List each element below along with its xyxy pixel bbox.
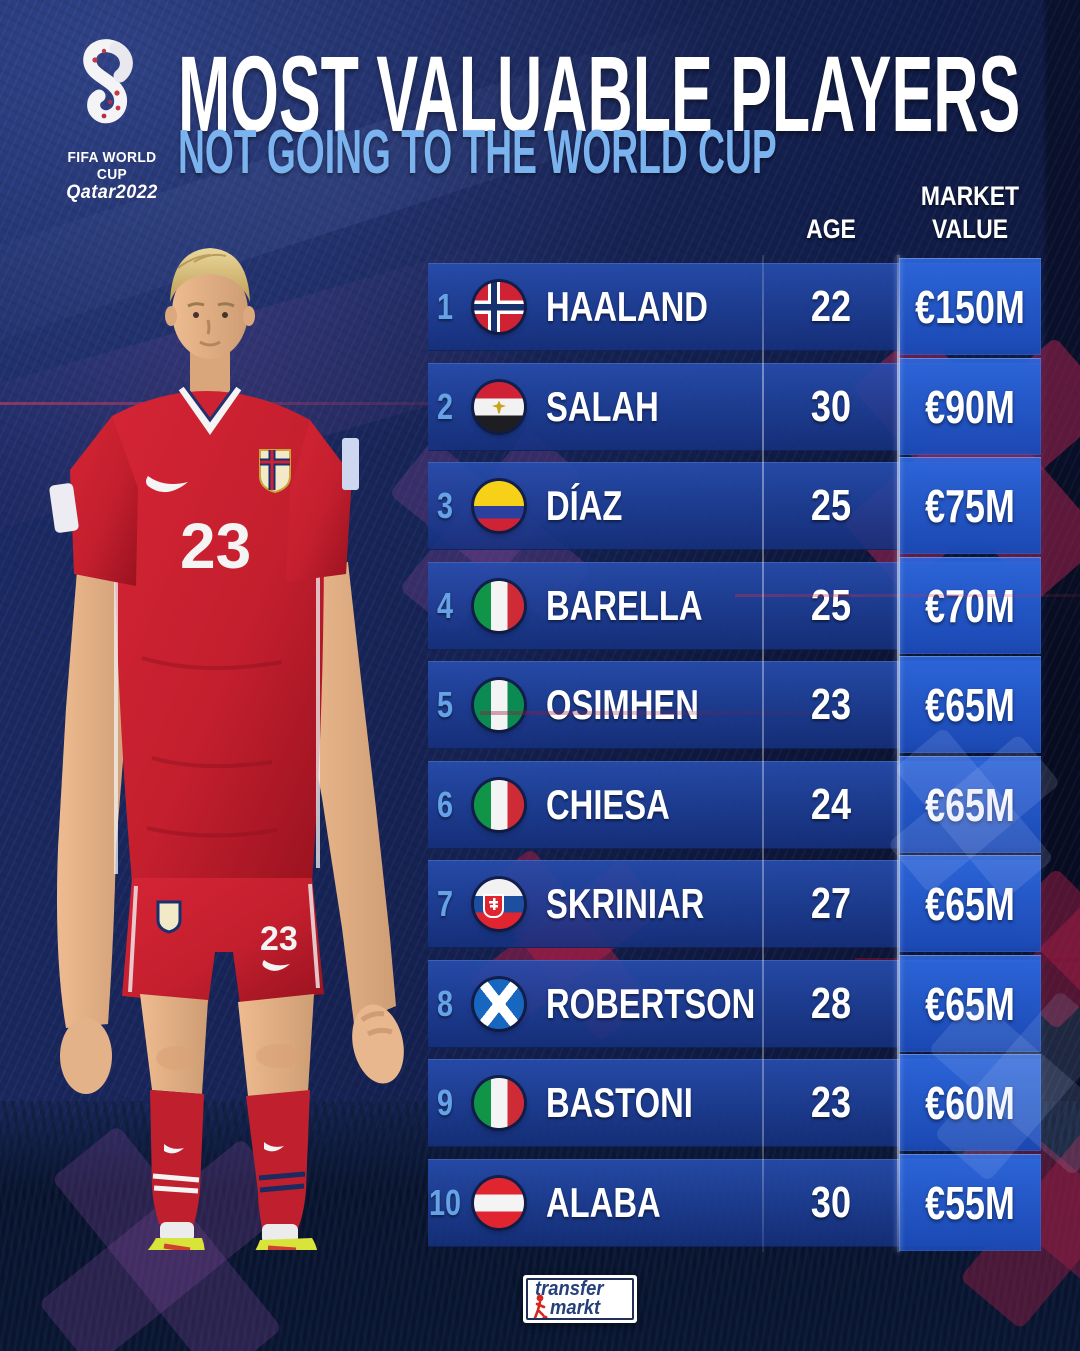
transfermarkt-logo-frame: transfer markt <box>526 1278 634 1320</box>
market-value: €70M <box>925 579 1015 632</box>
market-value-cell <box>899 954 1041 1052</box>
age-value: 28 <box>810 978 852 1028</box>
italy-flag-icon <box>474 1078 524 1128</box>
age-value: 30 <box>810 1177 852 1227</box>
market-value: €65M <box>925 977 1015 1030</box>
fifa-logo-line2: Qatar2022 <box>66 182 158 203</box>
rank-label: 4 <box>436 584 454 626</box>
market-value: €90M <box>925 380 1015 433</box>
player-name: DÍAZ <box>546 482 623 529</box>
table-row: 5 OSIMHEN 23 €65M <box>0 656 1080 756</box>
column-header-market-value: MARKET VALUE <box>905 180 1036 246</box>
table-row: 7 SKRINIAR 27 €65M <box>0 855 1080 955</box>
player-name: HAALAND <box>546 283 708 330</box>
table-row: 4 BARELLA 25 €70M <box>0 556 1080 657</box>
market-value-header-line1: MARKET <box>920 181 1020 211</box>
market-value-cell <box>899 755 1041 853</box>
rank-label: 1 <box>436 286 454 327</box>
market-value-cell <box>899 357 1041 455</box>
market-value-header-line2: VALUE <box>931 214 1009 244</box>
nigeria-flag-icon <box>474 680 524 730</box>
page-title: MOST VALUABLE PLAYERS <box>178 33 1021 154</box>
market-value: €55M <box>925 1176 1015 1229</box>
jersey-number: 23 <box>180 510 251 582</box>
shorts-number: 23 <box>260 920 298 958</box>
rank-label: 8 <box>436 982 454 1024</box>
rank-label: 6 <box>436 783 454 825</box>
table-row: 2 SALAH 30 €90M <box>0 357 1080 458</box>
colombia-flag-icon <box>474 481 524 531</box>
age-value: 24 <box>810 779 852 829</box>
market-value: €65M <box>925 778 1015 831</box>
player-name: BASTONI <box>546 1079 693 1126</box>
market-value-cell <box>899 855 1041 952</box>
rank-label: 5 <box>436 684 454 725</box>
age-value: 25 <box>810 580 852 630</box>
slovakia-flag-icon <box>474 879 524 929</box>
market-value-cell <box>899 556 1041 654</box>
age-value: 22 <box>810 282 852 331</box>
norway-flag-icon <box>474 282 524 332</box>
player-name: ROBERTSON <box>546 979 756 1027</box>
rank-label: 3 <box>436 485 454 526</box>
player-name: ALABA <box>546 1178 661 1226</box>
transfermarkt-logo: transfer markt <box>523 1275 637 1323</box>
table-row: 3 DÍAZ 25 €75M <box>0 457 1080 557</box>
fifa-logo-line1: FIFA WORLD CUP <box>67 149 157 183</box>
scotland-flag-icon <box>474 978 524 1029</box>
brand-word-markt: markt <box>550 1297 601 1319</box>
age-value: 27 <box>810 879 852 928</box>
haaland-photo: 23 23 <box>49 248 404 1250</box>
rank-label: 2 <box>436 385 454 427</box>
trophy-swirl-icon <box>83 39 133 124</box>
austria-flag-icon <box>474 1177 524 1228</box>
fifa-world-cup-logo: FIFA WORLD CUP Qatar2022 <box>50 38 174 204</box>
table-row: 6 CHIESA 24 €65M <box>0 755 1080 856</box>
player-name: OSIMHEN <box>546 681 699 728</box>
italy-flag-icon <box>474 779 524 830</box>
player-name: BARELLA <box>546 581 703 629</box>
page-subtitle: NOT GOING TO THE WORLD CUP <box>178 118 777 187</box>
player-name: SALAH <box>546 382 659 430</box>
market-value: €65M <box>925 878 1015 930</box>
market-value: €75M <box>925 480 1015 532</box>
market-value: €60M <box>925 1077 1015 1129</box>
market-value: €65M <box>925 679 1015 731</box>
age-value: 23 <box>810 1078 852 1127</box>
footballer-icon <box>533 1294 548 1318</box>
table-row: 8 ROBERTSON 28 €65M <box>0 954 1080 1055</box>
column-header-age: AGE <box>806 214 856 244</box>
player-name: CHIESA <box>546 780 670 828</box>
rank-label: 7 <box>436 883 454 924</box>
player-name: SKRINIAR <box>546 880 705 927</box>
age-value: 23 <box>810 680 852 729</box>
age-value: 30 <box>810 381 852 431</box>
market-value-cell <box>899 258 1041 355</box>
market-value: €150M <box>915 281 1025 333</box>
age-value: 25 <box>810 481 852 530</box>
market-value-cell <box>899 457 1041 554</box>
egypt-flag-icon <box>474 381 524 432</box>
italy-flag-icon <box>474 580 524 631</box>
market-value-cell <box>899 656 1041 753</box>
table-row: 1 HAALAND 22 €150M <box>0 258 1080 358</box>
